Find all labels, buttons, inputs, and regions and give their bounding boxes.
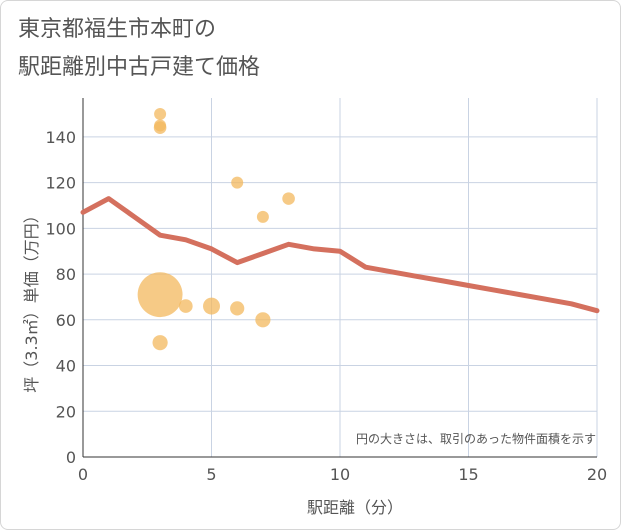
bubble-point-9 xyxy=(256,210,269,223)
bubble-point-0 xyxy=(154,108,167,121)
bubbles xyxy=(137,108,295,351)
x-tick-label-4: 20 xyxy=(587,465,607,484)
y-tick-label-7: 140 xyxy=(45,128,76,147)
tick-labels: 0 5 10 15 20 0 20 40 60 80 100 120 140 xyxy=(45,128,607,484)
axes xyxy=(82,98,597,458)
y-tick-label-0: 0 xyxy=(66,448,76,467)
y-axis-label: 坪（3.3㎡）単価（万円） xyxy=(22,207,41,392)
chart-title-line-2: 駅距離別中古戸建て価格 xyxy=(18,55,261,80)
y-tick-label-6: 120 xyxy=(45,174,76,193)
bubble-point-4 xyxy=(152,335,168,351)
bubble-point-6 xyxy=(203,297,220,315)
x-tick-label-0: 0 xyxy=(78,465,88,484)
x-axis-label: 駅距離（分） xyxy=(307,498,403,517)
trend-line-series-0 xyxy=(80,196,600,314)
bubble-point-2 xyxy=(153,121,167,135)
y-tick-label-4: 80 xyxy=(56,265,76,284)
bubble-point-8 xyxy=(230,301,245,316)
y-tick-label-1: 20 xyxy=(56,402,76,421)
y-tick-label-5: 100 xyxy=(45,219,76,238)
x-tick-label-2: 10 xyxy=(330,465,350,484)
chart-title-line-1: 東京都福生市本町の xyxy=(18,17,217,42)
x-tick-label-3: 15 xyxy=(458,465,478,484)
trend-line xyxy=(80,196,600,314)
bubble-point-10 xyxy=(255,312,271,328)
y-tick-label-2: 40 xyxy=(56,357,76,376)
bubble-point-11 xyxy=(282,192,295,205)
bubble-point-7 xyxy=(231,176,244,189)
x-tick-label-1: 5 xyxy=(206,465,216,484)
bubble-point-5 xyxy=(178,299,193,313)
y-tick-label-3: 60 xyxy=(56,311,76,330)
bubble-size-note: 円の大きさは、取引のあった物件面積を示す xyxy=(356,431,596,446)
bubble-point-3 xyxy=(137,272,183,318)
